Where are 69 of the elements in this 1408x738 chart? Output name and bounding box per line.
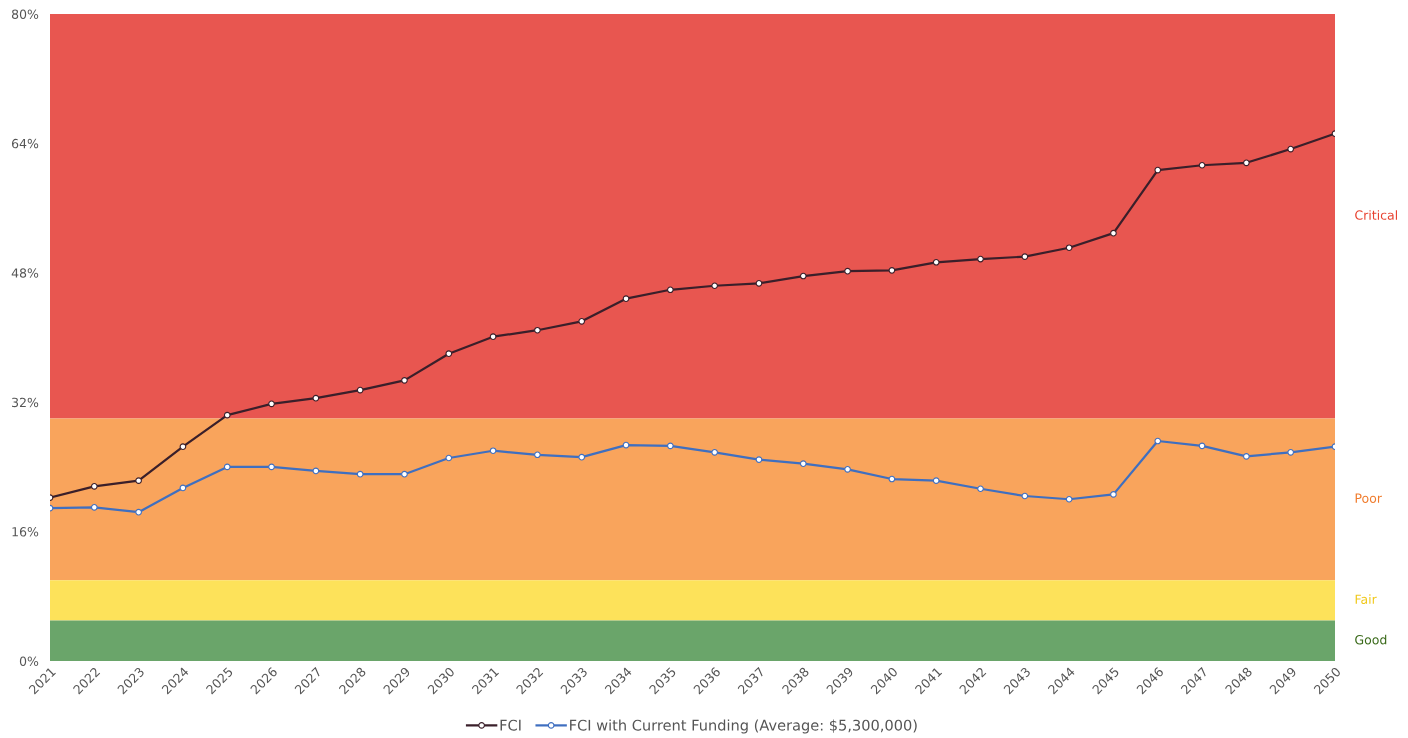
y-tick-label: 32% <box>12 397 39 408</box>
y-tick-label: 48% <box>11 268 39 278</box>
point <box>1110 229 1117 237</box>
point <box>1287 449 1295 456</box>
point <box>312 394 320 402</box>
point <box>445 350 453 358</box>
point <box>401 470 408 478</box>
point <box>268 463 275 471</box>
y-tick-label: 0% <box>19 656 39 666</box>
band-label: Fair <box>1355 594 1377 604</box>
point <box>1198 442 1206 450</box>
point <box>888 475 896 483</box>
point <box>755 456 763 463</box>
point <box>534 326 541 334</box>
point <box>1243 453 1250 460</box>
point <box>90 482 98 490</box>
y-tick-label: 80% <box>11 9 39 19</box>
point <box>578 317 586 325</box>
point <box>179 484 187 492</box>
point <box>1287 145 1295 153</box>
point <box>888 267 896 274</box>
band-label: Critical <box>1355 210 1397 220</box>
point <box>799 272 807 280</box>
point <box>179 443 187 451</box>
point <box>356 386 364 394</box>
point <box>90 504 98 511</box>
point <box>1154 166 1162 174</box>
point <box>445 454 453 462</box>
point <box>844 267 851 275</box>
point <box>711 449 718 456</box>
point <box>1154 437 1162 445</box>
point <box>755 279 763 287</box>
point <box>312 467 320 475</box>
point <box>1065 495 1073 503</box>
point <box>489 447 497 455</box>
point <box>799 460 807 467</box>
band-label: Good <box>1355 634 1387 645</box>
point <box>223 411 231 419</box>
point <box>1243 159 1250 167</box>
point <box>489 333 497 341</box>
point <box>135 477 142 484</box>
legend-label: FCI <box>500 719 521 731</box>
point <box>622 295 630 303</box>
y-tick-label: 64% <box>11 138 39 149</box>
line-series <box>50 437 1335 516</box>
point <box>844 465 851 473</box>
point <box>223 463 231 471</box>
point <box>578 453 586 461</box>
point <box>356 470 364 478</box>
point <box>1110 491 1117 498</box>
point <box>1021 492 1029 500</box>
y-tick-label: 16% <box>12 527 39 537</box>
legend-label: FCI with Current Funding (Average: $5,300,000) <box>570 719 917 734</box>
point <box>667 442 674 450</box>
band-label: Poor <box>1355 493 1382 503</box>
point <box>932 477 940 484</box>
point <box>1065 244 1073 252</box>
point <box>401 377 408 384</box>
point <box>977 485 984 493</box>
point <box>534 451 541 459</box>
point <box>977 255 984 263</box>
point <box>667 286 674 294</box>
point <box>711 282 718 290</box>
point <box>932 258 940 266</box>
point <box>622 441 630 449</box>
point <box>135 508 142 516</box>
point <box>1021 253 1029 260</box>
point <box>268 400 275 408</box>
point <box>1198 161 1206 169</box>
